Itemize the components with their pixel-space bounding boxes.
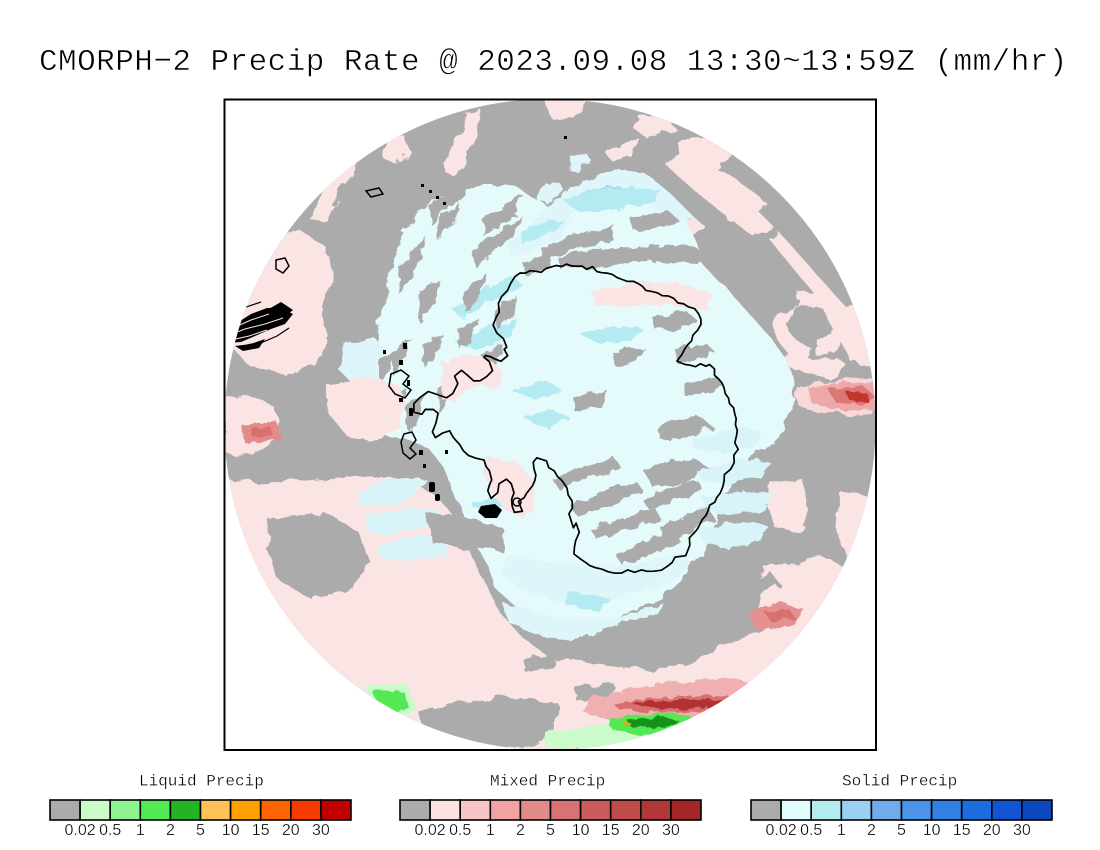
svg-text:5: 5 (196, 822, 205, 839)
svg-text:10: 10 (222, 822, 240, 839)
svg-text:5: 5 (546, 822, 555, 839)
svg-text:0.02: 0.02 (766, 822, 797, 839)
svg-text:20: 20 (632, 822, 650, 839)
svg-text:1: 1 (837, 822, 846, 839)
svg-text:15: 15 (602, 822, 620, 839)
svg-text:30: 30 (312, 822, 330, 839)
svg-text:Solid Precip: Solid Precip (842, 773, 957, 791)
svg-text:2: 2 (516, 822, 525, 839)
svg-text:30: 30 (1013, 822, 1031, 839)
svg-text:10: 10 (923, 822, 941, 839)
svg-text:2: 2 (166, 822, 175, 839)
svg-text:0.5: 0.5 (800, 822, 822, 839)
svg-text:CMORPH−2 Precip Rate @ 2023.09: CMORPH−2 Precip Rate @ 2023.09.08 13:30~… (39, 45, 1068, 80)
svg-text:2: 2 (867, 822, 876, 839)
svg-text:10: 10 (572, 822, 590, 839)
svg-text:1: 1 (486, 822, 495, 839)
svg-text:20: 20 (983, 822, 1001, 839)
svg-text:0.02: 0.02 (415, 822, 446, 839)
svg-text:30: 30 (662, 822, 680, 839)
svg-text:Mixed Precip: Mixed Precip (490, 773, 605, 791)
svg-text:0.5: 0.5 (449, 822, 471, 839)
svg-text:0.5: 0.5 (99, 822, 121, 839)
svg-text:0.02: 0.02 (65, 822, 96, 839)
svg-text:1: 1 (136, 822, 145, 839)
svg-text:20: 20 (282, 822, 300, 839)
svg-text:15: 15 (953, 822, 971, 839)
svg-text:Liquid Precip: Liquid Precip (139, 773, 264, 791)
svg-text:15: 15 (252, 822, 270, 839)
svg-text:5: 5 (897, 822, 906, 839)
